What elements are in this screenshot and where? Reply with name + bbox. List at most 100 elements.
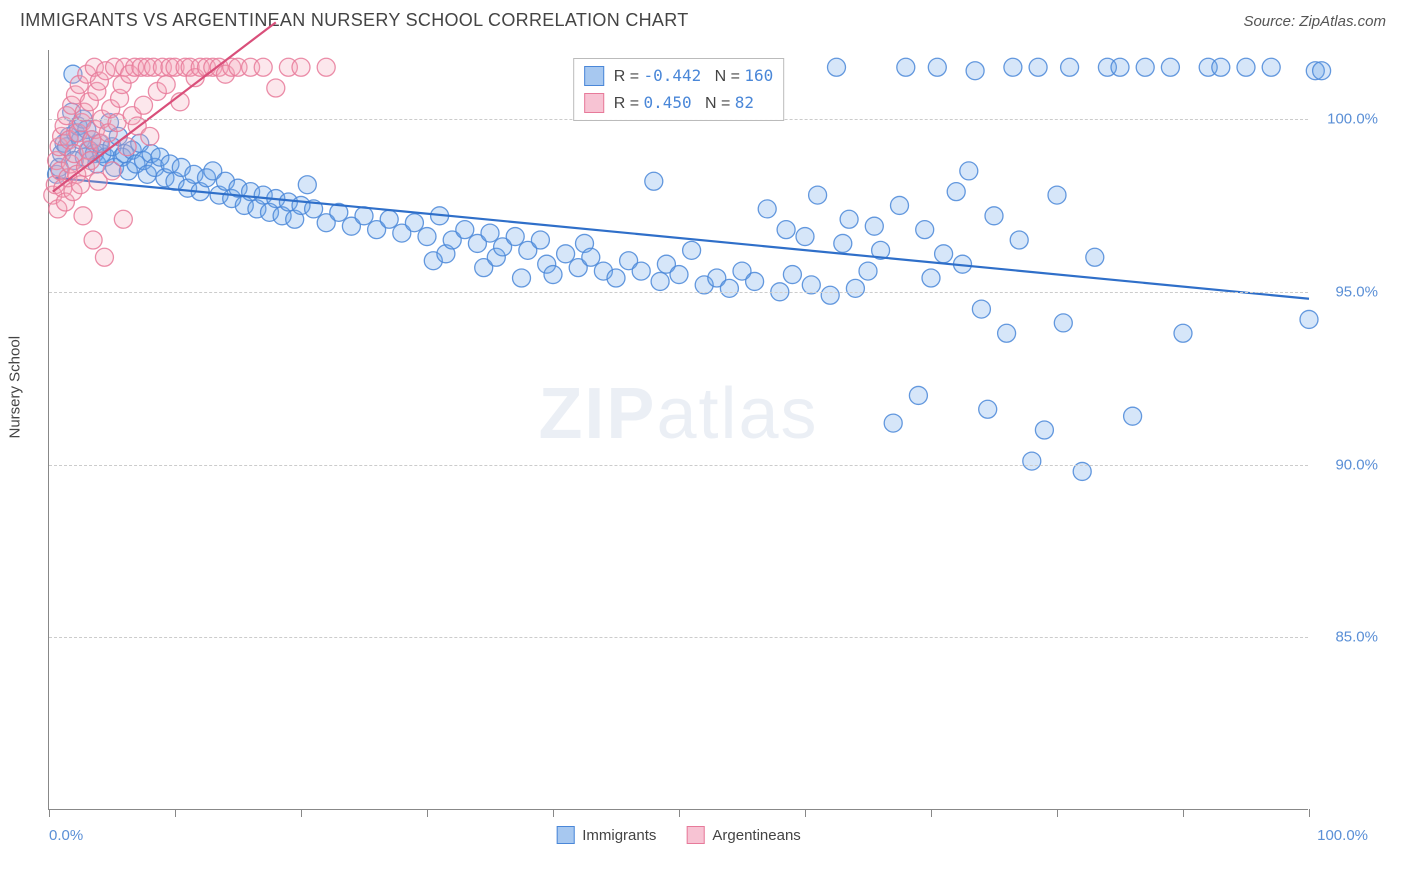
data-point xyxy=(884,414,902,432)
data-point xyxy=(846,279,864,297)
data-point xyxy=(506,228,524,246)
data-point xyxy=(777,221,795,239)
data-point xyxy=(972,300,990,318)
data-point xyxy=(95,248,113,266)
legend-item: Immigrants xyxy=(556,826,656,844)
data-point xyxy=(298,176,316,194)
data-point xyxy=(670,266,688,284)
data-point xyxy=(456,221,474,239)
legend-label: Immigrants xyxy=(582,827,656,844)
x-tick xyxy=(679,809,680,817)
legend-swatch xyxy=(584,93,604,113)
chart-title: IMMIGRANTS VS ARGENTINEAN NURSERY SCHOOL… xyxy=(20,10,689,31)
x-tick xyxy=(49,809,50,817)
data-point xyxy=(935,245,953,263)
y-axis-title: Nursery School xyxy=(7,336,24,439)
data-point xyxy=(1029,58,1047,76)
x-tick xyxy=(301,809,302,817)
data-point xyxy=(909,386,927,404)
data-point xyxy=(985,207,1003,225)
data-point xyxy=(1237,58,1255,76)
data-point xyxy=(897,58,915,76)
data-point xyxy=(582,248,600,266)
data-point xyxy=(1061,58,1079,76)
data-point xyxy=(135,96,153,114)
x-tick xyxy=(553,809,554,817)
data-point xyxy=(1010,231,1028,249)
gridline-h xyxy=(49,465,1308,466)
data-point xyxy=(1035,421,1053,439)
data-point xyxy=(865,217,883,235)
data-point xyxy=(513,269,531,287)
data-point xyxy=(544,266,562,284)
data-point xyxy=(746,272,764,290)
series-legend: Immigrants Argentineans xyxy=(556,826,801,844)
data-point xyxy=(928,58,946,76)
data-point xyxy=(783,266,801,284)
y-tick-label: 90.0% xyxy=(1335,456,1378,473)
data-point xyxy=(720,279,738,297)
gridline-h xyxy=(49,292,1308,293)
data-point xyxy=(405,214,423,232)
data-point xyxy=(1300,310,1318,328)
legend-swatch xyxy=(584,66,604,86)
y-tick-label: 85.0% xyxy=(1335,629,1378,646)
data-point xyxy=(267,79,285,97)
y-tick-label: 100.0% xyxy=(1327,111,1378,128)
data-point xyxy=(317,58,335,76)
data-point xyxy=(821,286,839,304)
data-point xyxy=(809,186,827,204)
data-point xyxy=(292,58,310,76)
data-point xyxy=(1136,58,1154,76)
data-point xyxy=(481,224,499,242)
legend-swatch xyxy=(556,826,574,844)
data-point xyxy=(72,176,90,194)
data-point xyxy=(157,76,175,94)
data-point xyxy=(355,207,373,225)
data-point xyxy=(1111,58,1129,76)
data-point xyxy=(960,162,978,180)
data-point xyxy=(557,245,575,263)
data-point xyxy=(141,127,159,145)
data-point xyxy=(1086,248,1104,266)
data-point xyxy=(1313,62,1331,80)
data-point xyxy=(966,62,984,80)
data-point xyxy=(1262,58,1280,76)
data-point xyxy=(114,210,132,228)
data-point xyxy=(1161,58,1179,76)
data-point xyxy=(998,324,1016,342)
data-point xyxy=(103,162,121,180)
legend-stat-row: R = 0.450 N = 82 xyxy=(584,90,774,117)
x-tick xyxy=(1183,809,1184,817)
data-point xyxy=(947,183,965,201)
data-point xyxy=(74,207,92,225)
x-axis-min-label: 0.0% xyxy=(49,827,83,844)
data-point xyxy=(1212,58,1230,76)
data-point xyxy=(834,234,852,252)
data-point xyxy=(607,269,625,287)
scatter-svg xyxy=(49,50,1308,809)
legend-stat-text: R = 0.450 N = 82 xyxy=(614,90,754,117)
y-tick-label: 95.0% xyxy=(1335,283,1378,300)
data-point xyxy=(916,221,934,239)
x-tick xyxy=(931,809,932,817)
legend-swatch xyxy=(686,826,704,844)
data-point xyxy=(859,262,877,280)
data-point xyxy=(651,272,669,290)
data-point xyxy=(1054,314,1072,332)
x-tick xyxy=(1057,809,1058,817)
gridline-h xyxy=(49,637,1308,638)
data-point xyxy=(828,58,846,76)
data-point xyxy=(1124,407,1142,425)
chart-plot-area: ZIPatlas R = -0.442 N = 160R = 0.450 N =… xyxy=(48,50,1308,810)
data-point xyxy=(683,241,701,259)
data-point xyxy=(1174,324,1192,342)
data-point xyxy=(84,231,102,249)
data-point xyxy=(1004,58,1022,76)
source-label: Source: ZipAtlas.com xyxy=(1243,13,1386,30)
data-point xyxy=(418,228,436,246)
data-point xyxy=(645,172,663,190)
data-point xyxy=(254,58,272,76)
data-point xyxy=(922,269,940,287)
legend-label: Argentineans xyxy=(712,827,800,844)
